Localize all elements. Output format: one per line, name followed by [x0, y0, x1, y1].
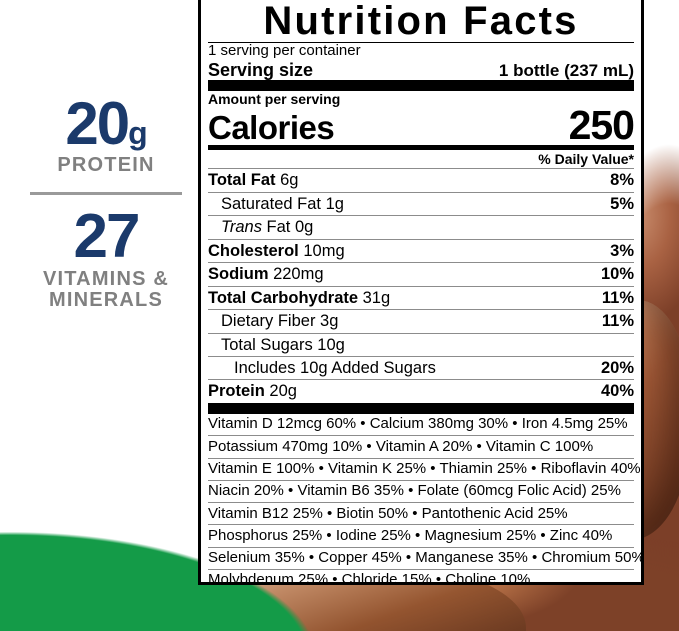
- nutrient-row-rule: [208, 379, 634, 381]
- nutrient-row: Protein 20g 40%: [208, 380, 634, 402]
- calories-row: Calories 250: [208, 102, 635, 149]
- micronutrient-row-rule: [208, 502, 634, 504]
- protein-number: 20: [65, 90, 130, 157]
- nutrient-name: Includes 10g Added Sugars: [234, 359, 436, 377]
- nutrient-daily-value: 11%: [601, 312, 634, 331]
- nutrient-daily-value: 3%: [610, 241, 634, 260]
- micronutrient-row-rule: [208, 568, 634, 570]
- serving-size-label: Serving size: [208, 59, 314, 80]
- nutrient-row: Includes 10g Added Sugars 20%: [208, 357, 634, 379]
- nutrient-name: Total Fat 6g: [208, 171, 299, 190]
- nutrient-row: Dietary Fiber 3g 11%: [208, 310, 634, 332]
- nutrient-name: Sodium 220mg: [208, 265, 324, 284]
- nutrient-name: Total Carbohydrate 31g: [208, 288, 391, 307]
- protein-callout: 20g PROTEIN: [24, 94, 188, 177]
- micronutrient-row-rule: [208, 546, 634, 548]
- vitamins-number: 27: [73, 201, 141, 271]
- callout-divider: [30, 191, 182, 195]
- nutrition-facts-label: Nutrition Facts 1 serving per container …: [198, 0, 644, 585]
- nutrient-row: Saturated Fat 1g 5%: [208, 193, 634, 215]
- vitamins-label: VITAMINS & MINERALS: [24, 267, 188, 312]
- nutrient-row-rule: [208, 215, 634, 217]
- micronutrient-row-rule: [208, 457, 634, 459]
- nutrient-row: Sodium 220mg 10%: [208, 263, 634, 285]
- nutrition-facts-title: Nutrition Facts: [263, 0, 579, 43]
- protein-label: PROTEIN: [57, 154, 155, 177]
- servings-per-container: 1 serving per container: [208, 41, 361, 59]
- nutrient-row: Total Fat 6g 8%: [208, 169, 634, 191]
- nutrient-daily-value: 5%: [610, 194, 634, 213]
- nutrient-row: Trans Fat 0g: [208, 216, 634, 238]
- nutrient-name: Trans Fat 0g: [221, 218, 314, 237]
- nutrient-row-rule: [208, 238, 634, 240]
- micronutrient-list: Vitamin D 12mcg 60% • Calcium 380mg 30% …: [208, 414, 644, 585]
- micronutrient-row: Selenium 35% • Copper 45% • Manganese 35…: [208, 549, 644, 567]
- nutrient-row-rule: [208, 356, 634, 357]
- vitamins-label-line1: VITAMINS &: [42, 267, 170, 290]
- nutrient-daily-value: 20%: [600, 359, 634, 377]
- nutrient-row: Total Sugars 10g: [208, 334, 634, 356]
- nutrient-row-rule: [208, 191, 634, 193]
- nutrient-row-rule: [208, 168, 634, 170]
- calories-value: 250: [568, 102, 635, 149]
- nutrient-daily-value: 8%: [610, 171, 634, 190]
- micronutrient-row: Phosphorus 25% • Iodine 25% • Magnesium …: [208, 526, 613, 544]
- nutrient-name: Dietary Fiber 3g: [221, 312, 339, 331]
- nutrient-name: Total Sugars 10g: [221, 335, 345, 354]
- nutrient-name: Cholesterol 10mg: [208, 241, 345, 260]
- nutrient-name: Protein 20g: [208, 382, 297, 401]
- serving-size-value: 1 bottle (237 mL): [498, 60, 634, 80]
- protein-unit: g: [128, 115, 148, 151]
- nutrient-row-rule: [208, 285, 634, 287]
- vitamins-callout: 27 VITAMINS & MINERALS: [24, 201, 188, 312]
- nutrient-row-rule: [208, 309, 634, 311]
- daily-value-header: % Daily Value*: [538, 151, 634, 168]
- nutrient-row: Cholesterol 10mg 3%: [208, 240, 634, 262]
- nutrient-daily-value: 10%: [600, 265, 634, 284]
- title-rule: [208, 41, 634, 43]
- micronutrient-row: Molybdenum 25% • Chloride 15% • Choline …: [208, 571, 531, 585]
- protein-amount: 20g: [24, 94, 188, 154]
- micronutrient-row: Vitamin E 100% • Vitamin K 25% • Thiamin…: [208, 460, 641, 477]
- micronutrient-row: Vitamin D 12mcg 60% • Calcium 380mg 30% …: [208, 415, 628, 433]
- micronutrient-row: Potassium 470mg 10% • Vitamin A 20% • Vi…: [208, 437, 594, 455]
- micronutrient-row-rule: [208, 479, 634, 481]
- nutrient-row-rule: [208, 262, 634, 264]
- calories-bottom-rule: [208, 145, 634, 151]
- micronutrient-row-rule: [208, 435, 634, 437]
- vitamins-label-line2: MINERALS: [48, 289, 164, 312]
- calories-top-bar: [208, 79, 634, 91]
- micronutrient-row: Vitamin B12 25% • Biotin 50% • Pantothen…: [208, 504, 568, 522]
- nutrient-row-rule: [208, 332, 634, 334]
- nutrient-row: Total Carbohydrate 31g 11%: [208, 287, 634, 309]
- calories-label: Calories: [208, 109, 335, 147]
- serving-size-row: Serving size 1 bottle (237 mL): [208, 60, 634, 80]
- amount-per-serving-label: Amount per serving: [208, 90, 341, 107]
- micronutrient-row: Niacin 20% • Vitamin B6 35% • Folate (60…: [208, 482, 621, 500]
- nutrient-daily-value: 11%: [601, 288, 634, 307]
- nutrient-list: Total Fat 6g 8% Saturated Fat 1g 5% Trans Fa…: [208, 168, 634, 403]
- micronutrient-top-bar: [208, 402, 634, 414]
- nutrient-daily-value: 40%: [600, 382, 634, 401]
- white-background-panel: [0, 0, 198, 470]
- micronutrient-row-rule: [208, 524, 634, 526]
- nutrient-name: Saturated Fat 1g: [221, 194, 344, 213]
- highlight-callouts: 20g PROTEIN 27 VITAMINS & MINERALS: [24, 94, 188, 312]
